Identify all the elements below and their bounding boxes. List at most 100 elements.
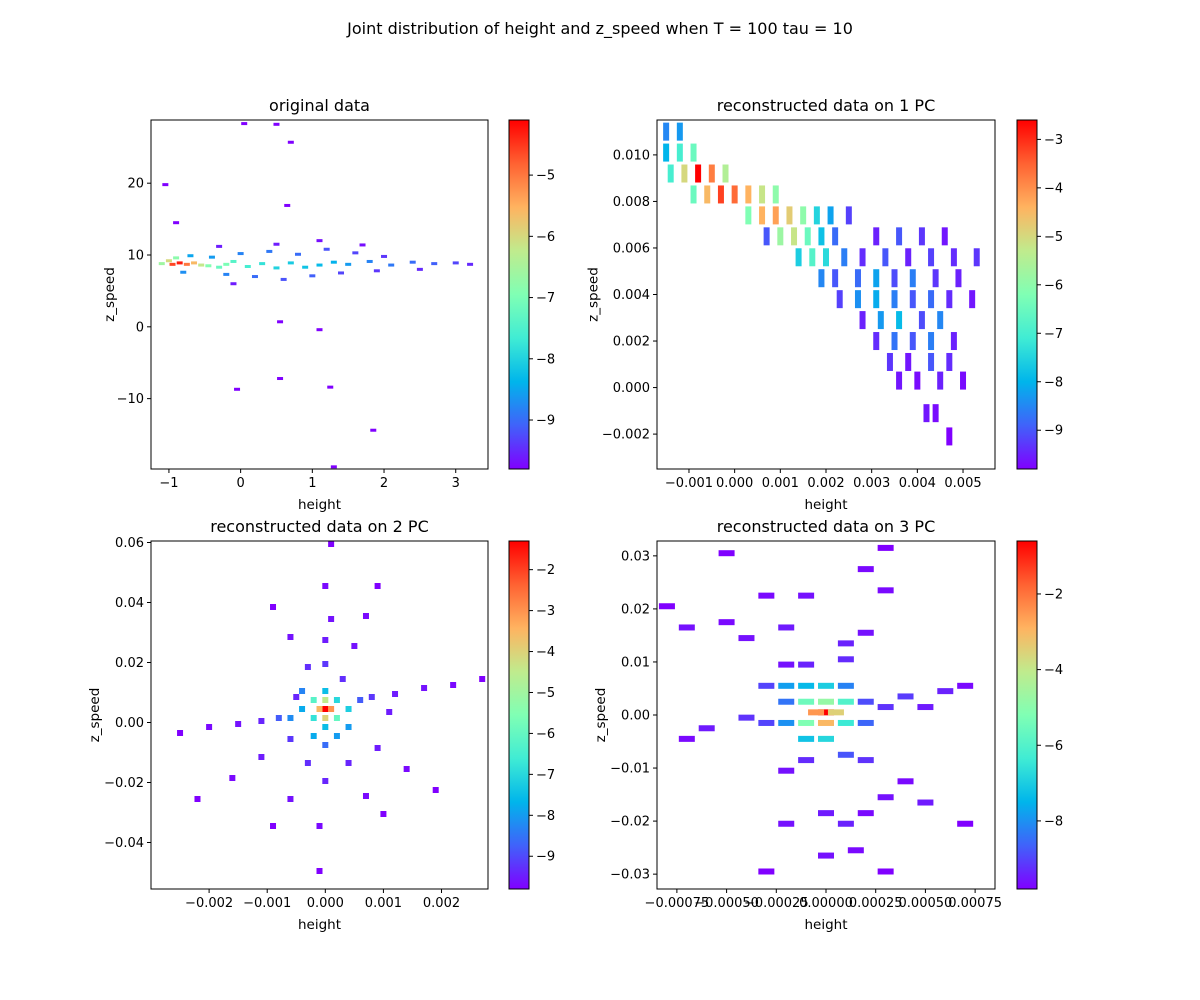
y-tick-label: −10 [117,392,144,407]
heatmap-cell [244,264,251,268]
y-tick-label: −0.02 [610,815,650,830]
heatmap-cell [918,227,925,246]
heatmap-cell [333,733,340,739]
heatmap-cell [328,541,335,547]
heatmap-cell [818,810,834,817]
heatmap-cell [235,721,242,727]
x-tick-label: 0.004 [899,476,936,491]
x-tick-label: −0.00050 [694,896,759,911]
heatmap-cell [316,823,323,829]
heatmap-cell [798,757,815,764]
heatmap-cell [932,404,939,423]
heatmap-cell [798,698,815,705]
heatmap-cell [891,269,898,288]
heatmap-cell [330,260,337,264]
heatmap-cell [832,227,839,246]
x-tick-label: 0.001 [762,476,799,491]
x-axis: −0.001 0.000 0.001 0.002 0.003 0.004 0.005 heig… [665,469,982,513]
y-axis-label: z_speed [593,688,609,743]
heatmap-cell [380,811,387,817]
x-tick-label: 0.00025 [849,896,903,911]
x-tick-label: 0.003 [853,476,890,491]
heatmap-cell [813,206,820,225]
heatmap-cell [859,311,866,330]
x-tick-label: 0.00050 [899,896,953,911]
heatmap-cell [277,320,284,324]
colorbar-gradient [1017,120,1037,469]
y-tick-label: 0.006 [613,241,650,256]
subplot-title: reconstructed data on 1 PC [717,96,936,115]
x-tick-label: 0.002 [423,896,460,911]
heatmap-cell [287,715,294,721]
y-tick-label: 0.06 [115,536,144,551]
heatmap-cell [388,263,395,267]
colorbar-tick-label: −8 [1044,375,1063,390]
heatmap-cell [205,264,212,268]
heatmap-cell [745,185,752,204]
heatmap-cell [798,735,815,742]
heatmap-cell [882,248,889,267]
heatmap-cell [923,404,930,423]
heatmap-cell [658,603,675,610]
heatmap-cell [786,206,793,225]
heatmap-cell [857,757,874,764]
heatmap-cell [370,428,377,432]
heatmap-cell [808,709,825,716]
y-axis-label: z_speed [102,267,118,322]
heatmap-cell [800,206,807,225]
heatmap-cell [827,709,844,716]
heatmap-cell [928,290,935,309]
y-tick-label: −0.02 [104,776,144,791]
y-tick-label: 0.04 [115,596,144,611]
heatmap-cell [857,566,874,573]
heatmap-cell [917,799,934,806]
heatmap-cell [381,254,388,258]
heatmap-cell [837,656,854,663]
heatmap-cell [322,583,329,589]
heatmap-cell [177,730,184,736]
colorbar-frame [1016,540,1038,890]
heatmap-cell [230,282,237,286]
plot-frame [150,119,489,470]
heatmap-cell [287,736,294,742]
heatmap-cell [173,256,180,260]
heatmap-cell [905,248,912,267]
heatmap-cell [778,698,795,705]
heatmap-cell [832,269,839,288]
heatmap-cell [932,269,939,288]
heatmap-cell [695,164,702,183]
heatmap-cell [229,775,236,781]
heatmap-cell [173,221,180,225]
heatmap-cell [373,269,380,273]
colorbar-tick-label: −7 [1044,327,1063,342]
heatmap-cell [223,272,230,276]
heatmap-cell [339,676,346,682]
heatmap-cell [165,259,172,263]
heatmap-cell [837,640,854,647]
colorbar-tick-label: −9 [1044,424,1063,439]
heatmap-cell [758,682,775,689]
y-tick-label: 0.002 [613,335,650,350]
heatmap-cell [818,227,825,246]
heatmap-cell [162,183,169,187]
heatmap-cells [663,122,980,446]
heatmap-cell [180,270,187,274]
colorbar: −9 −8 −7 −6 −5 [508,119,555,470]
heatmap-cell [897,693,914,700]
heatmap-cell [960,371,967,390]
heatmap-cell [772,206,779,225]
y-tick-label: 10 [127,249,144,264]
y-tick-label: −0.03 [610,868,650,883]
heatmap-cell [333,715,340,721]
colorbar-frame [508,119,530,470]
heatmap-cell [946,427,953,446]
heatmap-cell [676,122,683,141]
heatmap-cell [284,203,291,207]
y-tick-label: 0.000 [613,381,650,396]
heatmap-cell [316,868,323,874]
heatmap-cell [928,332,935,351]
colorbar-gradient [509,541,529,889]
heatmap-cell [955,269,962,288]
y-tick-label: 0.02 [115,656,144,671]
heatmap-cell [302,265,309,269]
